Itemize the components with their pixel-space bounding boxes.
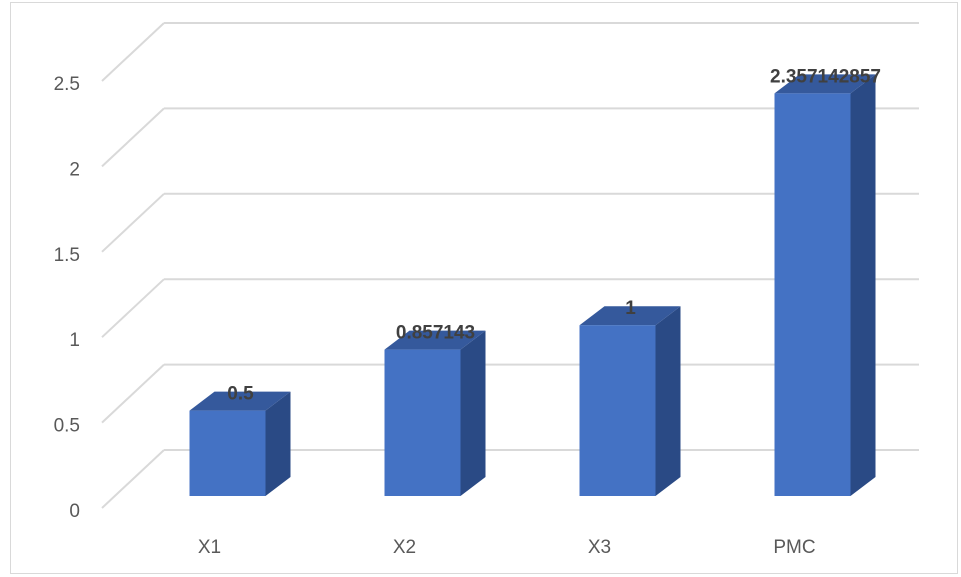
gridline-diagonal: [101, 449, 165, 509]
data-label-x3: 1: [625, 298, 636, 319]
data-label-x2: 0.857143: [396, 323, 475, 344]
bar-top-x1: [189, 391, 291, 411]
bar-side-x3: [655, 306, 681, 496]
bar-side-pmc: [850, 74, 876, 497]
y-tick-label: 2: [69, 159, 80, 180]
data-labels: 0.5 0.857143 1 2.357142857: [227, 66, 881, 404]
gridline-diagonal: [101, 363, 165, 424]
y-tick-label: 1.5: [54, 245, 80, 266]
bar-x3: [579, 325, 656, 496]
bars: [189, 74, 876, 497]
y-axis-ticks: 0 0.5 1 1.5 2 2.5: [54, 74, 80, 522]
bar-side-x2: [460, 330, 486, 496]
x-tick-label-x3: X3: [588, 537, 611, 558]
gridline-diagonal: [101, 107, 165, 168]
y-tick-label: 2.5: [54, 74, 80, 95]
bar-side-x1: [265, 391, 291, 496]
bar-x1: [189, 410, 266, 496]
bar-top-pmc: [774, 74, 876, 94]
data-label-x1: 0.5: [227, 384, 254, 405]
y-tick-label: 1: [69, 330, 80, 351]
y-tick-label: 0: [69, 501, 80, 522]
data-label-pmc: 2.357142857: [770, 66, 881, 87]
bar-pmc: [774, 93, 851, 497]
bar-top-x2: [384, 330, 486, 350]
bar-x2: [384, 349, 461, 496]
gridline-diagonal: [101, 193, 165, 253]
x-tick-label-x2: X2: [393, 537, 416, 558]
gridline-diagonal: [101, 22, 165, 82]
gridline-diagonal: [101, 278, 165, 338]
x-tick-label-x1: X1: [198, 537, 221, 558]
y-tick-label: 0.5: [54, 416, 80, 437]
bar-top-x3: [579, 306, 681, 326]
x-axis-labels: X1 X2 X3 PMC: [198, 537, 816, 558]
x-tick-label-pmc: PMC: [773, 537, 815, 558]
